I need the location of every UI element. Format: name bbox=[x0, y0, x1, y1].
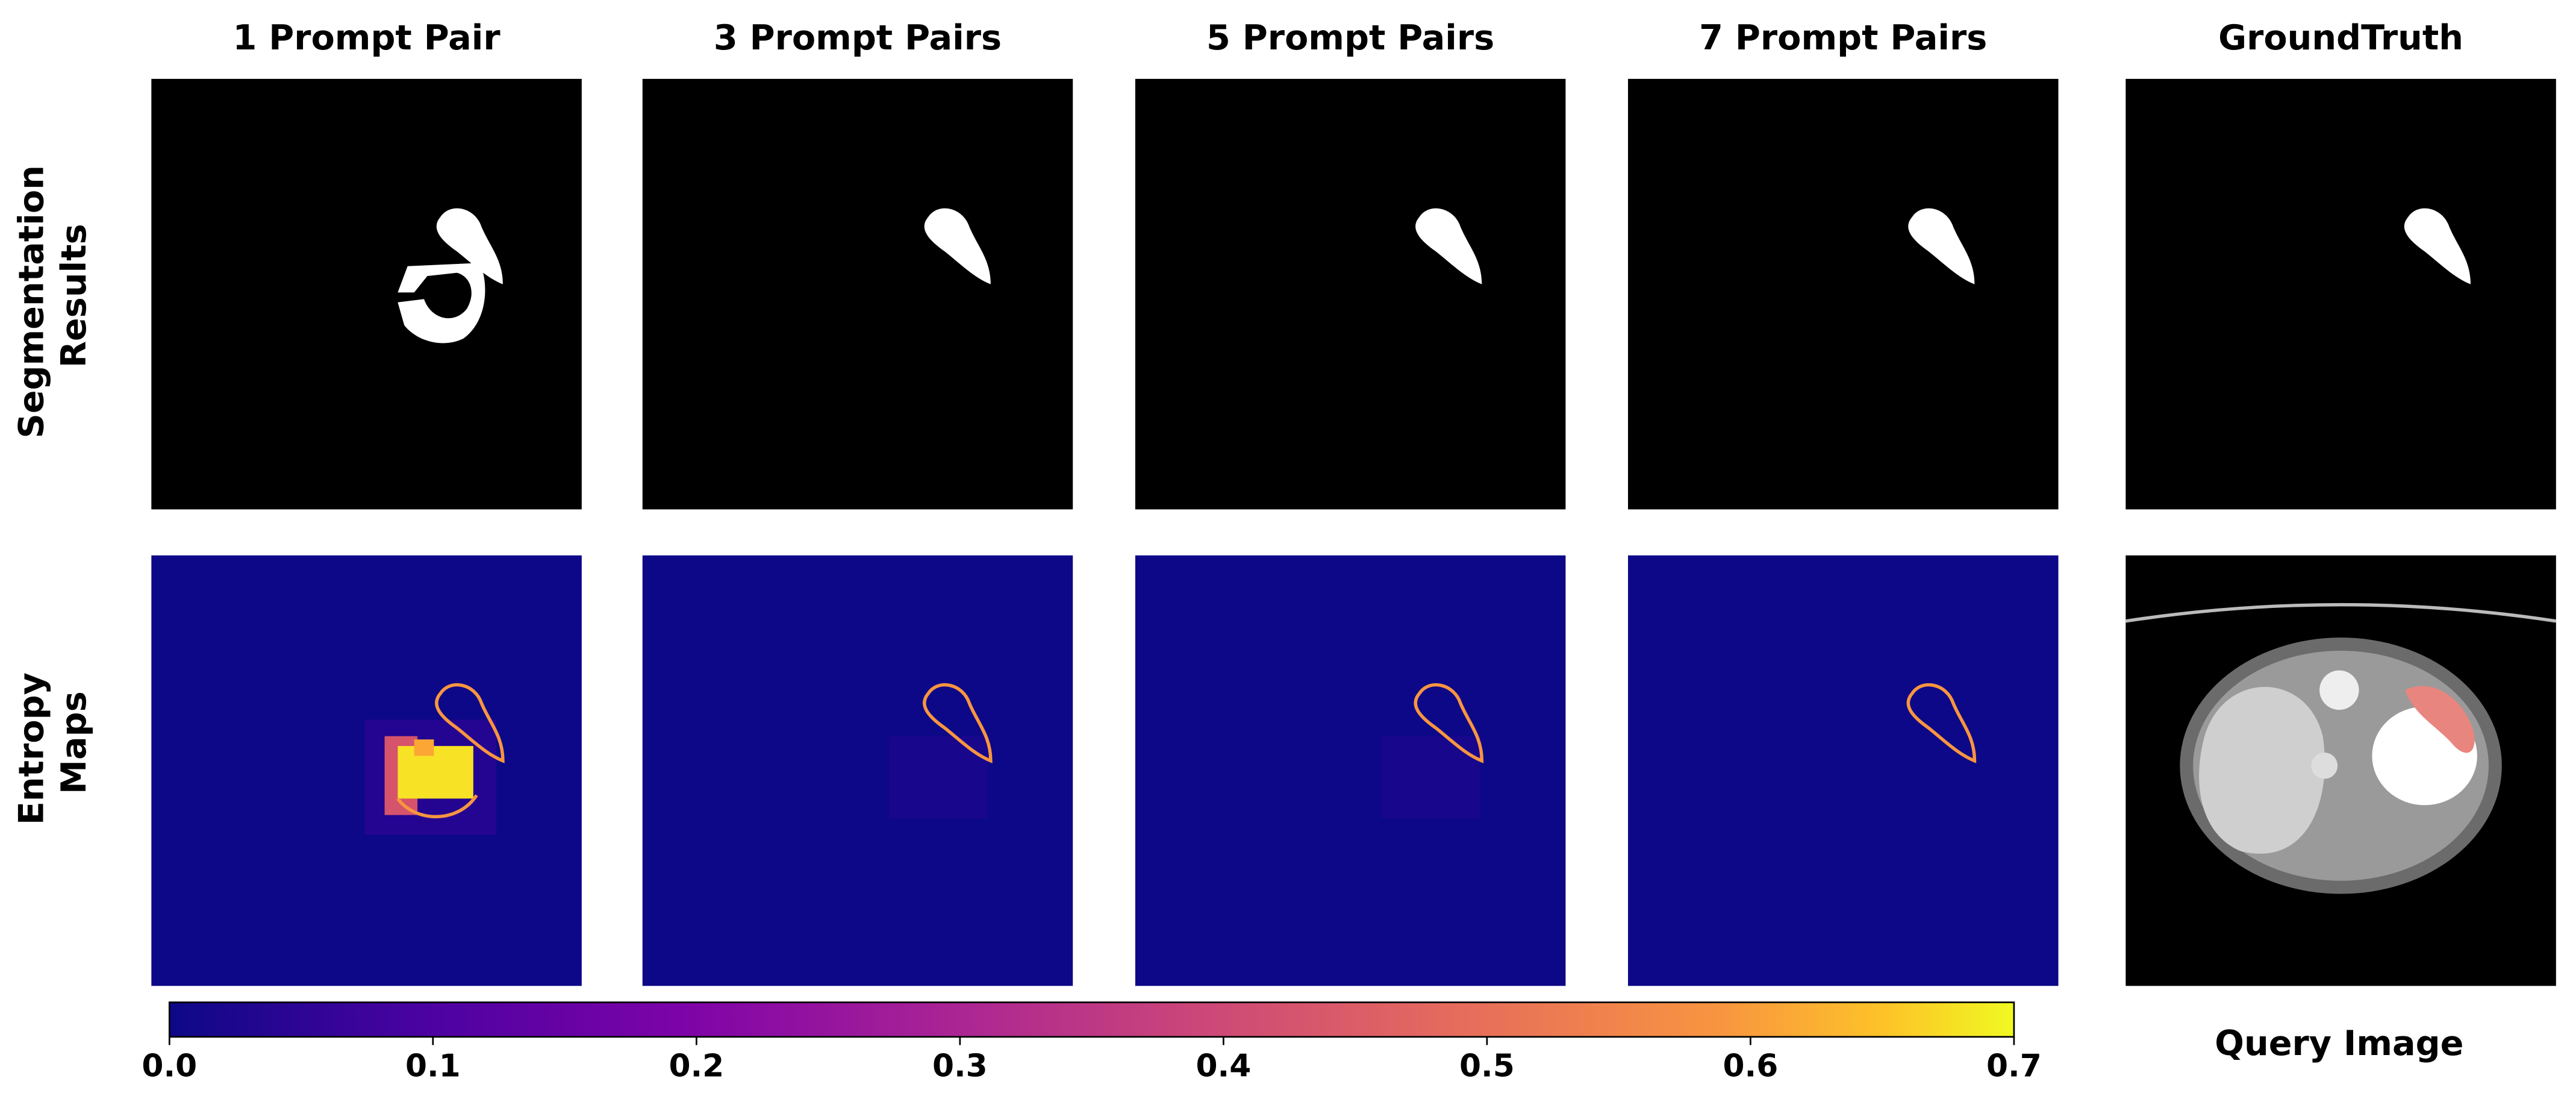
seg-panel bbox=[151, 78, 582, 510]
colorbar-tick-label: 0.5 bbox=[1459, 1048, 1515, 1084]
colorbar-tick-label: 0.4 bbox=[1196, 1048, 1251, 1084]
column-title: 5 Prompt Pairs bbox=[1206, 17, 1494, 58]
colorbar-tick-label: 0.3 bbox=[932, 1048, 988, 1084]
row-label-line: Results bbox=[54, 224, 94, 368]
entropy-panel bbox=[642, 555, 1073, 986]
colorbar-tick-label: 0.0 bbox=[142, 1048, 197, 1084]
colorbar-tick-label: 0.1 bbox=[405, 1048, 461, 1084]
colorbar-tick-label: 0.6 bbox=[1723, 1048, 1779, 1084]
column-title: GroundTruth bbox=[2218, 17, 2463, 58]
row-label: Segmentation Results bbox=[11, 153, 94, 438]
entropy-panel bbox=[1628, 555, 2059, 986]
row-label-line: Entropy bbox=[11, 672, 51, 825]
row-label: Entropy Maps bbox=[11, 660, 94, 825]
row-label-line: Maps bbox=[54, 691, 94, 794]
entropy-panel bbox=[1135, 555, 1566, 986]
seg-panel bbox=[1135, 78, 1566, 510]
colorbar-tick-label: 0.2 bbox=[669, 1048, 724, 1084]
entropy-panel bbox=[151, 555, 582, 986]
row-label-line: Segmentation bbox=[11, 165, 51, 438]
column-title: 3 Prompt Pairs bbox=[714, 17, 1002, 58]
column-title: 1 Prompt Pair bbox=[233, 17, 501, 58]
query-image bbox=[2125, 555, 2557, 986]
seg-panel bbox=[1628, 78, 2059, 510]
query-label: Query Image bbox=[2215, 1023, 2463, 1063]
colorbar-tick-label: 0.7 bbox=[1986, 1048, 2042, 1084]
column-title: 7 Prompt Pairs bbox=[1699, 17, 1987, 58]
seg-panel bbox=[642, 78, 1073, 510]
seg-panel bbox=[2125, 78, 2556, 510]
colorbar bbox=[168, 1001, 2015, 1038]
